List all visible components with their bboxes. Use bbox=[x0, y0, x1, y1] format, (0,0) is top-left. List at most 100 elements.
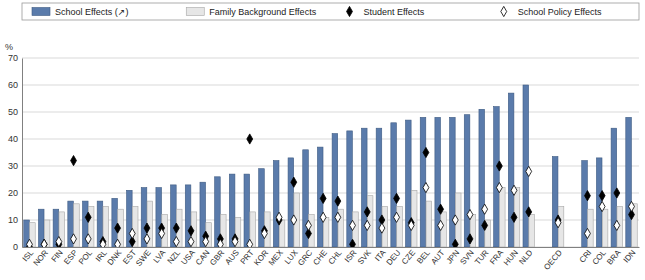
point bbox=[129, 228, 135, 238]
point bbox=[467, 234, 473, 244]
legend-swatch bbox=[347, 6, 353, 16]
tick-label: USA bbox=[179, 248, 197, 267]
tick: AUS bbox=[223, 247, 240, 267]
point bbox=[482, 220, 488, 230]
point bbox=[115, 239, 121, 247]
point bbox=[56, 237, 62, 247]
point bbox=[614, 220, 620, 230]
point bbox=[496, 183, 502, 193]
point bbox=[144, 223, 150, 233]
tick: 10 bbox=[8, 215, 22, 225]
point bbox=[599, 201, 605, 211]
tick: MEX bbox=[267, 247, 285, 267]
legend: School Effects (↗)Family Background Effe… bbox=[22, 3, 639, 20]
point bbox=[41, 239, 47, 247]
tick-label: 40 bbox=[8, 134, 18, 144]
tick: BEL bbox=[415, 247, 432, 266]
bar bbox=[450, 117, 456, 247]
tick-label: DNK bbox=[106, 248, 124, 267]
point bbox=[306, 220, 312, 230]
tick-label: BRA bbox=[605, 248, 623, 267]
point bbox=[320, 212, 326, 222]
point bbox=[27, 239, 33, 247]
tick: DEU bbox=[385, 247, 403, 267]
point bbox=[247, 134, 253, 144]
tick-label: SVK bbox=[356, 248, 374, 267]
tick-label: NZL bbox=[166, 248, 183, 266]
tick: CHL bbox=[327, 247, 345, 266]
bar bbox=[588, 209, 594, 247]
point bbox=[247, 239, 253, 247]
tick-label: DEU bbox=[385, 248, 403, 267]
point bbox=[482, 204, 488, 214]
bar bbox=[426, 201, 432, 247]
grid-line bbox=[22, 112, 639, 113]
point bbox=[629, 201, 635, 211]
point bbox=[335, 196, 341, 206]
tick: 40 bbox=[8, 134, 22, 144]
bar bbox=[508, 93, 514, 247]
point bbox=[188, 237, 194, 247]
point bbox=[188, 226, 194, 236]
bar bbox=[523, 85, 529, 247]
tick: 20 bbox=[8, 188, 22, 198]
tick: CHE bbox=[311, 247, 329, 267]
point bbox=[203, 237, 209, 247]
tick-label: 10 bbox=[8, 215, 18, 225]
tick-label: 30 bbox=[8, 161, 18, 171]
tick: COL bbox=[591, 247, 609, 267]
grid-line bbox=[22, 139, 639, 140]
tick: AUT bbox=[429, 247, 446, 266]
tick-label: JPN bbox=[445, 248, 462, 266]
point bbox=[511, 185, 517, 195]
bar bbox=[397, 207, 403, 248]
tick-label: AUS bbox=[223, 248, 240, 266]
point bbox=[438, 204, 444, 214]
point bbox=[452, 215, 458, 225]
tick-label: NOR bbox=[32, 248, 50, 268]
point bbox=[115, 223, 121, 233]
bar bbox=[552, 157, 558, 247]
bar-series bbox=[30, 188, 638, 247]
point bbox=[232, 237, 238, 247]
point bbox=[364, 220, 370, 230]
bar bbox=[288, 158, 294, 247]
tick-label: HUN bbox=[502, 248, 520, 267]
grid-line bbox=[22, 58, 639, 59]
grid-line bbox=[22, 85, 639, 86]
tick-label: TUR bbox=[473, 248, 491, 267]
tick: SVK bbox=[356, 247, 374, 266]
tick: NOR bbox=[32, 247, 50, 268]
tick-label: NLD bbox=[517, 248, 534, 266]
x-axis: ISLNORFINESPPOLIRLDNKESTSWELVANZLUSACANG… bbox=[21, 247, 640, 272]
tick-label: 60 bbox=[8, 80, 18, 90]
axis-line bbox=[23, 247, 640, 248]
point bbox=[585, 191, 591, 201]
point bbox=[614, 188, 620, 198]
point bbox=[511, 212, 517, 222]
tick: GBR bbox=[208, 247, 226, 267]
legend-label: Family Background Effects bbox=[209, 7, 316, 17]
point bbox=[394, 212, 400, 222]
point bbox=[438, 220, 444, 230]
tick-label: SWE bbox=[134, 248, 153, 268]
tick-label: COL bbox=[591, 248, 609, 267]
point bbox=[350, 239, 356, 247]
bar bbox=[391, 123, 397, 247]
bar bbox=[602, 209, 608, 247]
point bbox=[423, 183, 429, 193]
tick-label: ESP bbox=[62, 248, 79, 266]
tick-label: LVA bbox=[152, 248, 168, 265]
axis-line bbox=[22, 59, 23, 248]
tick: KOR bbox=[252, 247, 270, 267]
tick-label: OECD bbox=[542, 248, 564, 272]
tick-label: 70 bbox=[8, 53, 18, 63]
bar bbox=[112, 198, 118, 247]
point bbox=[71, 156, 77, 166]
point bbox=[261, 228, 267, 238]
tick-label: GRC bbox=[296, 248, 314, 268]
grid bbox=[22, 58, 639, 247]
tick-label: POL bbox=[77, 248, 95, 266]
tick-label: GBR bbox=[208, 248, 226, 267]
point bbox=[85, 212, 91, 222]
